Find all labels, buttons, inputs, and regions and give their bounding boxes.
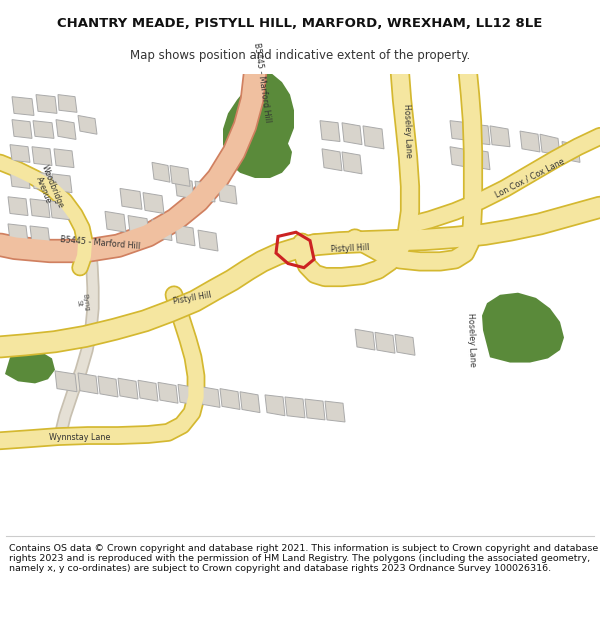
Polygon shape [175, 225, 195, 246]
Polygon shape [30, 199, 50, 217]
Polygon shape [50, 201, 70, 220]
Text: Woodbridge
Avenue: Woodbridge Avenue [31, 164, 65, 213]
Polygon shape [355, 329, 375, 350]
Polygon shape [285, 397, 305, 418]
Polygon shape [8, 224, 28, 243]
Polygon shape [395, 334, 415, 355]
Text: Hoseley Lane: Hoseley Lane [466, 312, 476, 367]
Text: Byng
St: Byng St [74, 293, 89, 313]
Polygon shape [56, 119, 76, 139]
Polygon shape [178, 384, 198, 405]
Polygon shape [322, 149, 342, 171]
Polygon shape [540, 134, 560, 155]
Polygon shape [490, 126, 510, 147]
Polygon shape [8, 197, 28, 216]
Polygon shape [223, 74, 294, 168]
Polygon shape [218, 183, 237, 204]
Polygon shape [470, 149, 490, 169]
Text: Pistyll Hill: Pistyll Hill [331, 243, 370, 254]
Polygon shape [200, 386, 220, 408]
Polygon shape [36, 94, 57, 113]
Polygon shape [375, 332, 395, 353]
Text: Wynnstay Lane: Wynnstay Lane [49, 433, 110, 442]
Polygon shape [482, 292, 564, 362]
Polygon shape [320, 121, 340, 141]
Polygon shape [138, 380, 158, 401]
Text: CHANTRY MEADE, PISTYLL HILL, MARFORD, WREXHAM, LL12 8LE: CHANTRY MEADE, PISTYLL HILL, MARFORD, WR… [58, 17, 542, 30]
Polygon shape [342, 122, 362, 144]
Text: Lon Cox / Cox Lane: Lon Cox / Cox Lane [494, 157, 566, 199]
Polygon shape [152, 162, 170, 182]
Polygon shape [105, 211, 126, 232]
Polygon shape [240, 392, 260, 412]
Polygon shape [5, 351, 55, 383]
Polygon shape [305, 399, 325, 420]
Polygon shape [450, 147, 470, 168]
Text: Map shows position and indicative extent of the property.: Map shows position and indicative extent… [130, 49, 470, 62]
Polygon shape [170, 166, 190, 186]
Polygon shape [52, 174, 72, 192]
Polygon shape [143, 192, 164, 214]
Polygon shape [228, 132, 292, 178]
Polygon shape [363, 126, 384, 149]
Polygon shape [265, 395, 285, 416]
Polygon shape [118, 378, 138, 399]
Polygon shape [32, 172, 52, 191]
Polygon shape [120, 189, 142, 209]
Polygon shape [58, 94, 77, 112]
Polygon shape [520, 131, 540, 152]
Polygon shape [55, 371, 77, 392]
Polygon shape [325, 401, 345, 422]
Polygon shape [12, 119, 32, 138]
Polygon shape [32, 147, 52, 166]
Polygon shape [342, 152, 362, 174]
Text: Pistyll Hill: Pistyll Hill [172, 290, 212, 306]
Polygon shape [98, 376, 118, 397]
Polygon shape [33, 121, 54, 138]
Polygon shape [78, 116, 97, 134]
Text: Contains OS data © Crown copyright and database right 2021. This information is : Contains OS data © Crown copyright and d… [9, 544, 598, 573]
Polygon shape [152, 220, 172, 241]
Polygon shape [10, 144, 30, 162]
Polygon shape [78, 373, 98, 394]
Polygon shape [158, 382, 178, 403]
Polygon shape [198, 230, 218, 251]
Polygon shape [195, 181, 215, 202]
Polygon shape [450, 121, 470, 141]
Text: Hoseley Lane: Hoseley Lane [401, 104, 412, 158]
Polygon shape [128, 216, 149, 236]
Polygon shape [12, 97, 34, 116]
Polygon shape [30, 226, 50, 245]
Polygon shape [470, 124, 490, 144]
Polygon shape [220, 389, 240, 409]
Polygon shape [562, 141, 580, 162]
Text: B5445 - Marford Hill: B5445 - Marford Hill [59, 234, 140, 251]
Text: B5445 - Marford Hill: B5445 - Marford Hill [252, 42, 272, 122]
Polygon shape [54, 149, 74, 168]
Polygon shape [175, 178, 194, 199]
Polygon shape [10, 169, 30, 189]
